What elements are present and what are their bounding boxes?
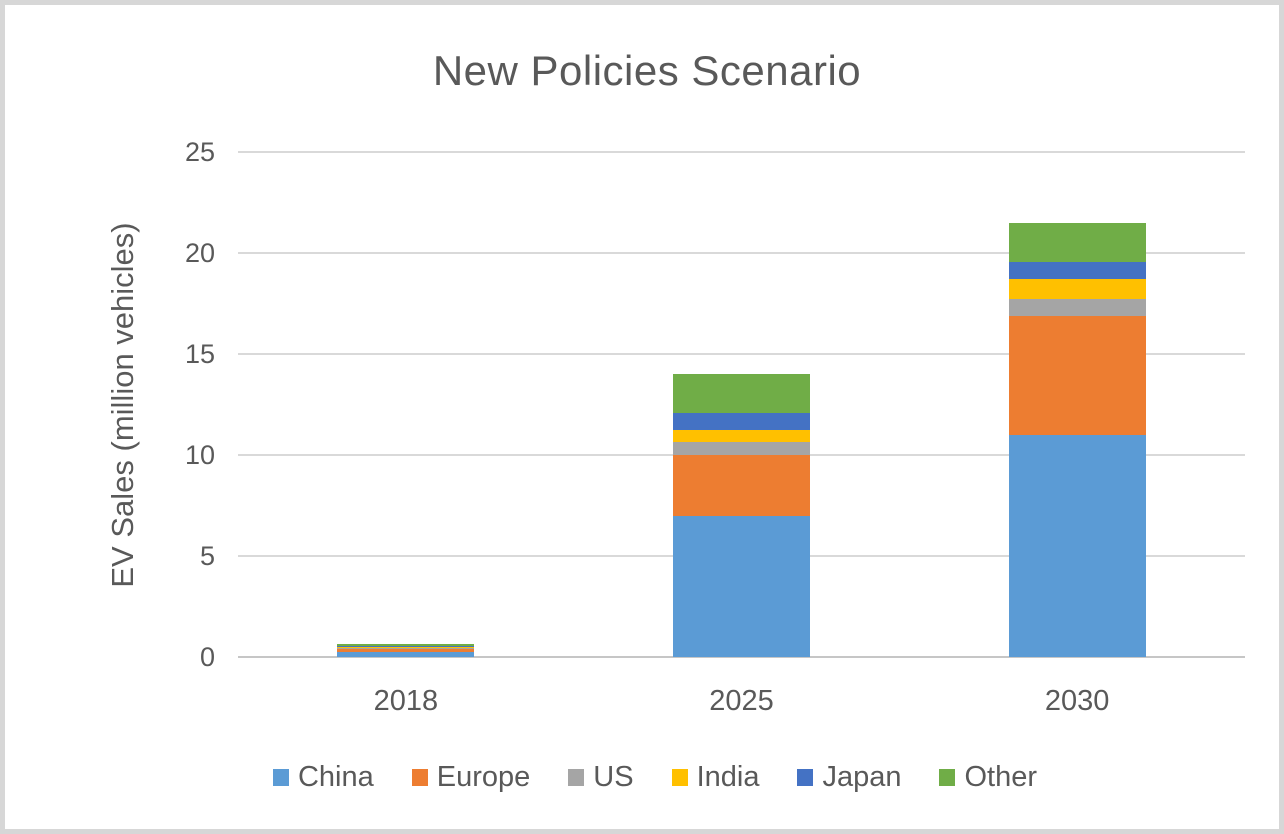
gridline-y-20 bbox=[238, 252, 1245, 254]
legend: China Europe US India Japan Other bbox=[5, 761, 1284, 794]
bar-segment-2025-japan bbox=[673, 412, 810, 430]
legend-label-india: India bbox=[696, 761, 760, 793]
legend-item-europe: Europe bbox=[411, 761, 531, 794]
legend-swatch-china bbox=[272, 769, 289, 786]
legend-label-japan: Japan bbox=[822, 761, 902, 793]
gridline-y-15 bbox=[238, 353, 1245, 355]
bar-segment-2030-india bbox=[1008, 279, 1146, 300]
bar-2018 bbox=[337, 152, 475, 657]
y-tick-label-20: 20 bbox=[184, 238, 215, 268]
bar-segment-2025-us bbox=[673, 441, 810, 455]
y-tick-label-10: 10 bbox=[184, 440, 215, 470]
legend-swatch-japan bbox=[797, 769, 814, 786]
bar-2030 bbox=[1008, 152, 1146, 657]
bar-segment-2030-us bbox=[1008, 299, 1146, 316]
x-tick-label-2025: 2025 bbox=[709, 685, 774, 717]
y-tick-label-25: 25 bbox=[184, 137, 215, 167]
plot-area bbox=[238, 151, 1245, 658]
legend-swatch-us bbox=[568, 769, 585, 786]
chart-title: New Policies Scenario bbox=[432, 47, 862, 94]
bar-segment-2018-europe bbox=[337, 648, 475, 652]
bar-segment-2030-other bbox=[1008, 222, 1146, 263]
x-tick-label-2030: 2030 bbox=[1044, 685, 1110, 717]
legend-label-europe: Europe bbox=[436, 761, 531, 793]
gridline-y-0 bbox=[238, 656, 1245, 658]
bar-segment-2025-india bbox=[673, 429, 810, 442]
legend-label-china: China bbox=[297, 761, 374, 793]
legend-item-us: US bbox=[568, 761, 634, 794]
gridline-y-10 bbox=[238, 454, 1245, 456]
legend-swatch-europe bbox=[411, 769, 428, 786]
legend-item-other: Other bbox=[939, 761, 1037, 794]
bar-2025 bbox=[673, 152, 810, 657]
legend-label-other: Other bbox=[964, 761, 1038, 793]
legend-swatch-other bbox=[939, 769, 956, 786]
bar-segment-2030-japan bbox=[1008, 262, 1146, 280]
bar-segment-2018-us bbox=[337, 647, 475, 649]
bar-segment-2025-europe bbox=[673, 455, 810, 516]
y-tick-label-0: 0 bbox=[199, 642, 215, 672]
y-tick-label-15: 15 bbox=[184, 339, 215, 369]
legend-item-india: India bbox=[671, 761, 760, 794]
y-tick-label-5: 5 bbox=[199, 541, 215, 571]
gridline-y-25 bbox=[238, 151, 1245, 153]
bar-segment-2025-other bbox=[673, 374, 810, 413]
bar-segment-2030-europe bbox=[1008, 315, 1146, 435]
bar-segment-2018-japan bbox=[337, 645, 475, 647]
bar-segment-2030-china bbox=[1008, 434, 1146, 657]
x-tick-label-2018: 2018 bbox=[373, 685, 439, 717]
legend-item-china: China bbox=[272, 761, 374, 794]
legend-item-japan: Japan bbox=[797, 761, 901, 794]
bar-segment-2025-china bbox=[673, 515, 810, 657]
bar-segment-2018-china bbox=[337, 651, 475, 657]
bar-segment-2018-other bbox=[337, 643, 475, 646]
legend-label-us: US bbox=[593, 761, 634, 793]
legend-swatch-india bbox=[671, 769, 688, 786]
y-axis-title: EV Sales (million vehicles) bbox=[105, 222, 140, 588]
